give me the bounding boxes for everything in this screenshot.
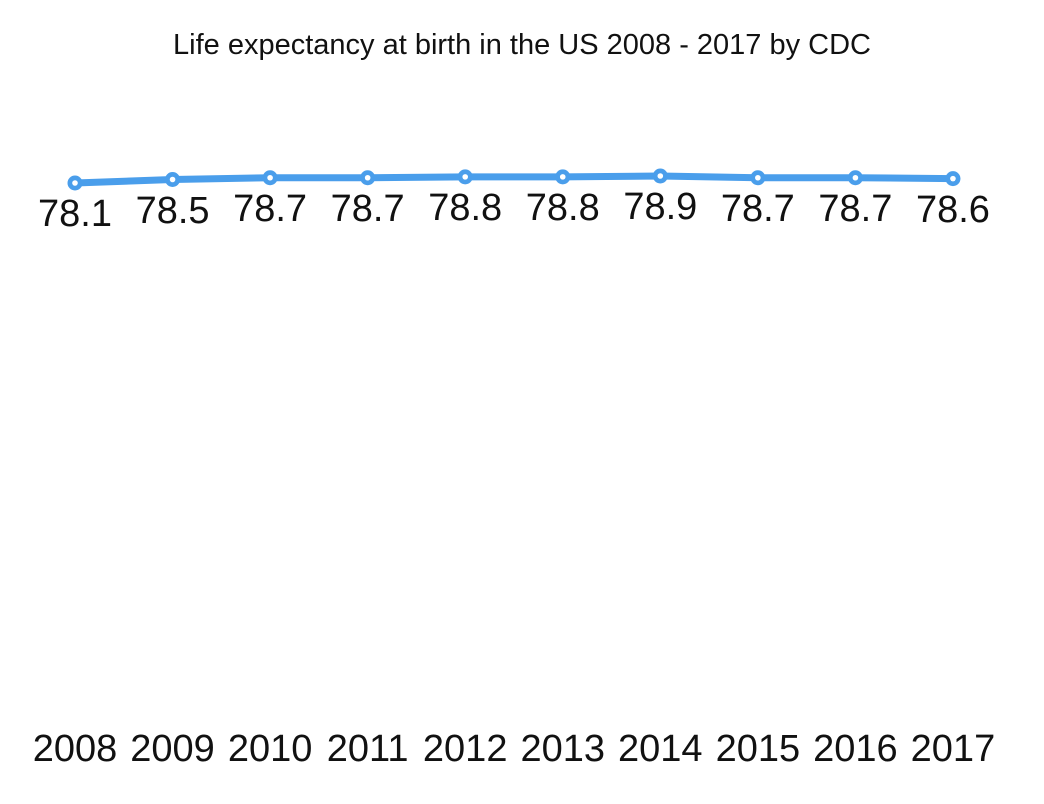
value-label: 78.5 <box>135 189 210 232</box>
value-label: 78.8 <box>525 186 600 229</box>
data-point-marker-center <box>169 176 176 183</box>
chart-title: Life expectancy at birth in the US 2008 … <box>173 29 871 61</box>
data-point-marker-center <box>755 174 761 181</box>
x-axis-label: 2010 <box>227 728 313 771</box>
x-axis-label: 2009 <box>130 728 215 771</box>
x-axis-label: 2008 <box>32 728 118 771</box>
series-line <box>71 172 957 187</box>
x-axis-label: 2011 <box>326 728 409 771</box>
value-label: 78.8 <box>428 186 503 229</box>
x-axis-label: 2012 <box>422 728 508 771</box>
value-label: 78.9 <box>623 186 698 229</box>
x-axis-label: 2015 <box>715 728 801 771</box>
value-label: 78.7 <box>720 187 795 230</box>
value-label: 78.7 <box>330 187 405 230</box>
x-axis-label: 2017 <box>910 728 996 771</box>
data-point-marker-center <box>950 175 956 182</box>
value-label: 78.6 <box>915 188 990 231</box>
data-point-marker-center <box>72 180 78 186</box>
x-axis-label: 2014 <box>618 728 703 771</box>
value-label: 78.7 <box>233 187 308 230</box>
data-point-marker-center <box>852 174 859 181</box>
value-label: 78.1 <box>38 193 112 236</box>
data-point-marker-center <box>559 174 566 180</box>
value-label: 78.7 <box>818 187 893 230</box>
data-point-marker-center <box>462 174 469 180</box>
data-point-marker-center <box>364 174 371 181</box>
data-point-marker-center <box>657 173 664 179</box>
x-axis-label: 2013 <box>520 728 606 771</box>
x-axis-label: 2016 <box>813 728 898 771</box>
data-point-marker-center <box>267 174 273 181</box>
